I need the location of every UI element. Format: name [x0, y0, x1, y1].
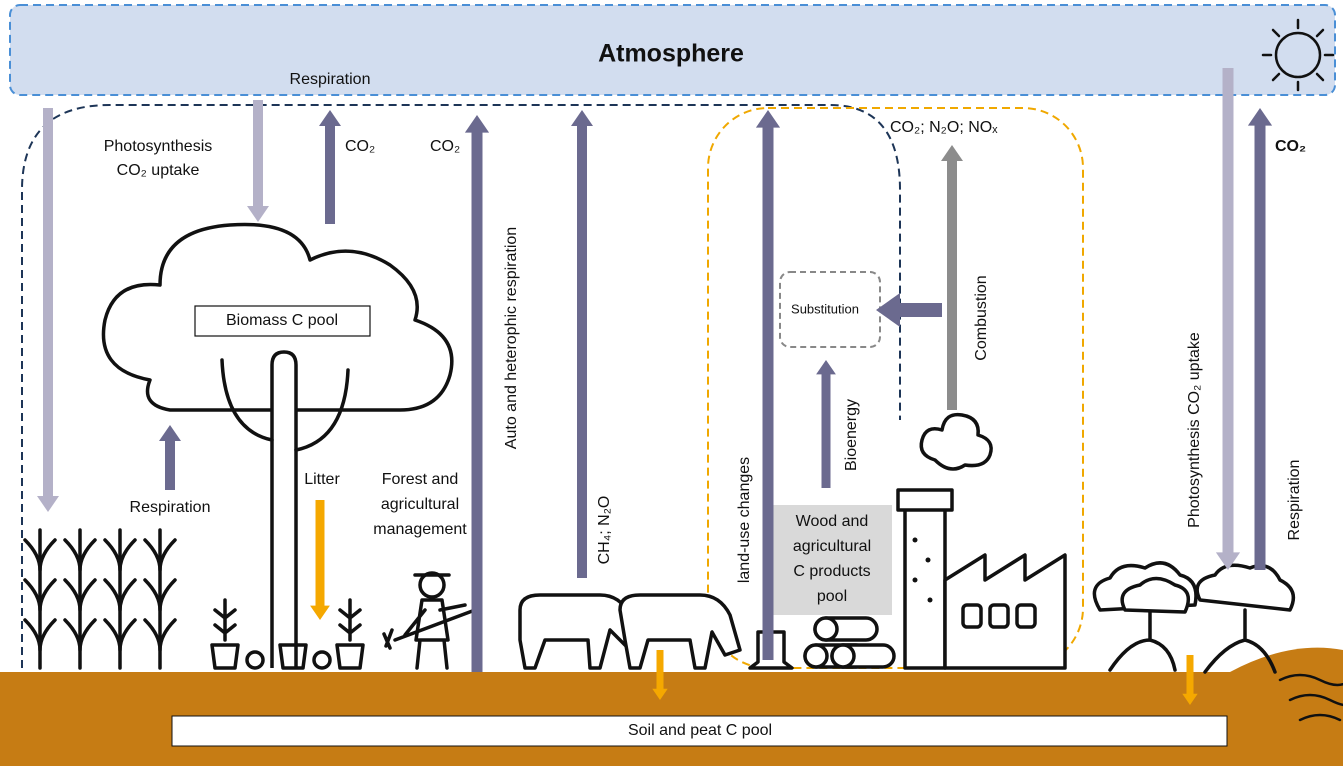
combustion-label: Combustion [973, 275, 990, 360]
tree-branches [220, 358, 350, 452]
land-boundary [21, 104, 901, 668]
photosynthesis-label: CO₂ uptake [117, 162, 200, 179]
photosynthesis-right-label: Photosynthesis CO₂ uptake [1186, 332, 1203, 528]
flow-arrow [247, 100, 269, 222]
flow-arrow [755, 110, 781, 660]
wood-pool-line: pool [817, 588, 847, 605]
atmosphere-label: Atmosphere [598, 40, 744, 68]
wood-pool-line: C products [793, 563, 870, 580]
bioenergy-label: Bioenergy [843, 399, 860, 471]
factory-icon [896, 412, 1067, 670]
flow-arrow [1215, 68, 1241, 570]
atmosphere-band [9, 4, 1336, 96]
flow-arrow [464, 115, 490, 672]
combustion-gases-label: CO₂; N₂O; NOₓ [890, 119, 998, 136]
substitution-arrow [876, 293, 942, 327]
crops-icon [23, 528, 365, 670]
biomass-pool-box [194, 305, 371, 337]
soil-pool-label: Soil and peat C pool [628, 722, 772, 739]
respiration-top-label: Respiration [290, 71, 371, 88]
tree-trunk [270, 350, 298, 668]
wood-pool-label: Wood and agricultural C products pool [793, 513, 871, 605]
substitution-label: Substitution [791, 301, 859, 316]
flow-arrow [37, 108, 59, 512]
management-label: Forest and [382, 471, 458, 488]
flow-arrow [319, 110, 341, 224]
co2-right-label: CO₂ [1275, 138, 1306, 155]
wood-pool-box [772, 505, 892, 615]
chimney-dots [912, 537, 933, 603]
respiration-right-label: Respiration [1286, 460, 1303, 541]
biomass-pool-label: Biomass C pool [226, 312, 338, 329]
flow-arrow [816, 360, 836, 488]
litter-label: Litter [304, 471, 340, 488]
soil-pool-box [171, 715, 1228, 747]
flow-arrows [37, 68, 1273, 705]
wood-pool-line: agricultural [793, 538, 871, 555]
farmer-icon [382, 571, 477, 670]
ch4-n2o-label: CH₄; N₂O [596, 496, 613, 565]
flow-arrow [941, 145, 963, 410]
water-waves [1278, 673, 1343, 722]
wood-pool-line: Wood and [796, 513, 869, 530]
flow-arrow [159, 425, 181, 490]
management-label: agricultural [381, 496, 459, 513]
respiration-tree-label: Respiration [130, 499, 211, 516]
cows-icon [518, 593, 742, 670]
stump-logs-icon [748, 616, 896, 670]
photosynthesis-label: Photosynthesis [104, 138, 213, 155]
flow-arrow [652, 650, 668, 700]
land-use-label: land-use changes [736, 457, 753, 583]
mangrove-icon [1092, 561, 1296, 674]
soil-slope [1230, 647, 1343, 766]
flow-arrow [571, 110, 593, 578]
auto-respiration-label: Auto and heterophic respiration [503, 227, 520, 449]
flow-arrow [1182, 655, 1198, 705]
management-label: management [373, 521, 467, 538]
flow-arrow [1247, 108, 1273, 570]
sun-icon [1261, 18, 1335, 92]
flow-arrow [310, 500, 330, 620]
co2-label: CO₂ [345, 138, 375, 155]
co2-label: CO₂ [430, 138, 460, 155]
